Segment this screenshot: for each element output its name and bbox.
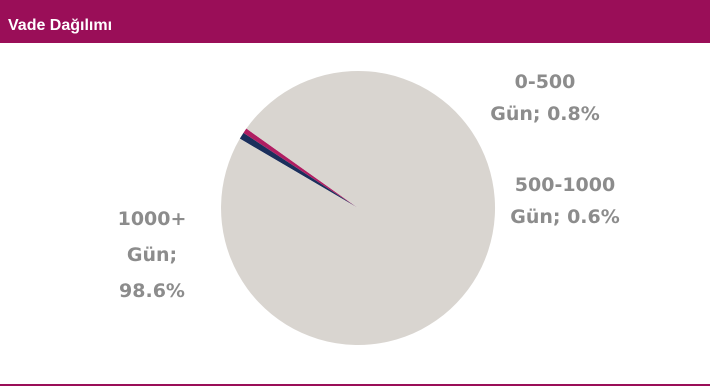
pie-label-line: 500-1000 bbox=[515, 174, 615, 196]
pie-label-line: 0-500 bbox=[515, 71, 576, 93]
pie-label-line: Gün; 0.6% bbox=[510, 206, 620, 228]
pie-slice-3 bbox=[221, 70, 496, 345]
pie-chart: 0-500 Gün; 0.8% 500-1000 Gün; 0.6% 1000+ Gün;… bbox=[118, 70, 620, 345]
pie-label-2: 500-1000 Gün; 0.6% bbox=[510, 174, 620, 228]
pie-slices bbox=[221, 70, 496, 345]
pie-slice-2 bbox=[243, 128, 358, 208]
pie-label-3: 1000+ Gün; 98.6% bbox=[118, 208, 187, 302]
pie-label-line: 1000+ bbox=[118, 208, 187, 230]
panel-title: Vade Dağılımı bbox=[8, 17, 113, 34]
pie-label-line: Gün; bbox=[127, 244, 177, 266]
pie-labels: 0-500 Gün; 0.8% 500-1000 Gün; 0.6% 1000+ Gün;… bbox=[118, 71, 620, 302]
pie-label-line: Gün; 0.8% bbox=[490, 103, 600, 125]
pie-slice-1 bbox=[239, 132, 358, 208]
pie-label-1: 0-500 Gün; 0.8% bbox=[490, 71, 600, 125]
panel-header: Vade Dağılımı bbox=[0, 0, 710, 43]
pie-label-line: 98.6% bbox=[119, 280, 185, 302]
